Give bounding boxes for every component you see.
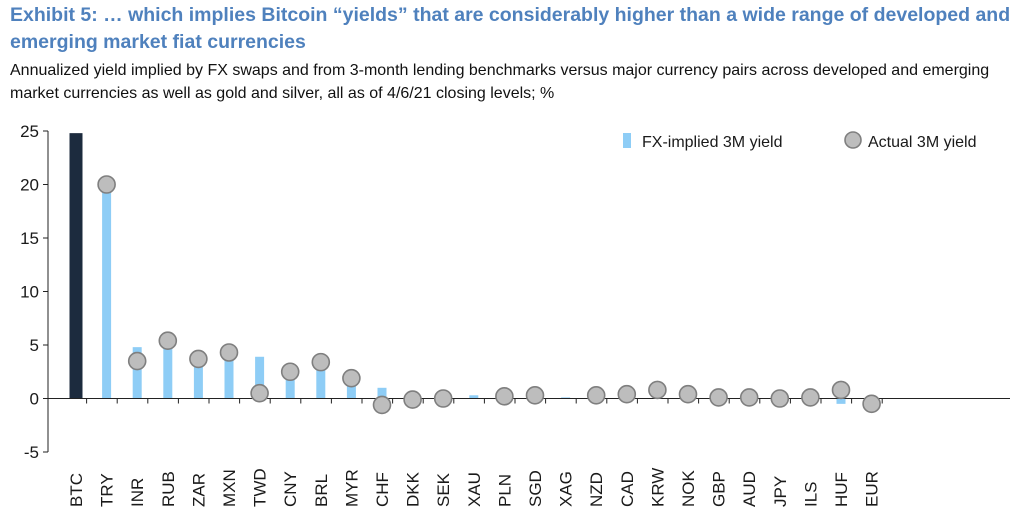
y-tick-label: 25 (20, 122, 39, 141)
x-tick-label: DKK (404, 471, 423, 507)
x-tick-label: EUR (863, 471, 882, 507)
bar-rub (163, 346, 173, 399)
marker-sgd (525, 385, 545, 405)
marker-jpy (770, 389, 790, 408)
marker-twd (250, 383, 269, 403)
x-tick-label: CHF (373, 472, 392, 507)
x-tick-label: KRW (648, 468, 667, 507)
y-tick-label: 15 (20, 229, 39, 248)
bar-btc (69, 133, 83, 399)
x-tick-label: NOK (679, 470, 698, 508)
x-tick-label: INR (128, 478, 147, 507)
bar-twd (255, 356, 265, 399)
chart-title: Exhibit 5: … which implies Bitcoin “yiel… (10, 4, 1011, 53)
markers-group (97, 175, 881, 415)
bar-chf (377, 387, 387, 399)
x-tick-label: RUB (159, 471, 178, 507)
bar-huf (836, 398, 846, 404)
marker-chf (372, 395, 392, 415)
marker-sek (433, 389, 453, 408)
x-tick-label: GBP (710, 471, 729, 507)
bar-mxn (224, 355, 234, 399)
y-tick-label: 10 (20, 283, 39, 302)
y-axis: -5 0 5 10 15 20 25 (20, 122, 49, 462)
y-tick-label: 5 (30, 336, 39, 355)
x-tick-label: TWD (251, 468, 270, 507)
chart-subtitle: Annualized yield implied by FX swaps and… (10, 62, 990, 102)
bar-xau (469, 395, 479, 399)
marker-eur (862, 394, 881, 414)
legend: FX-implied 3M yield Actual 3M yield (623, 131, 977, 151)
x-tick-label: SGD (526, 470, 545, 507)
x-tick-label: MXN (220, 469, 239, 507)
bar-myr (346, 383, 356, 399)
x-tick-label: CAD (618, 471, 637, 507)
marker-zar (189, 349, 208, 369)
x-tick-label: AUD (740, 471, 759, 507)
x-tick-label: TRY (98, 473, 117, 507)
x-tick-label: BTC (67, 473, 86, 507)
marker-myr (342, 368, 361, 388)
marker-ils (801, 388, 820, 407)
marker-dkk (403, 390, 422, 409)
x-axis: BTC TRY INR RUB ZAR MXN TWD CNY BRL MYR CHF DKK SEK X… (48, 398, 1010, 508)
x-tick-label: ILS (801, 481, 820, 507)
marker-nzd (586, 385, 606, 405)
bar-cny (285, 379, 295, 399)
y-tick-label: -5 (24, 443, 39, 462)
legend-dot-swatch (844, 131, 862, 149)
x-tick-label: ZAR (189, 473, 208, 507)
x-tick-label: BRL (312, 474, 331, 507)
marker-rub (158, 331, 178, 351)
marker-inr (127, 351, 147, 371)
x-tick-label: HUF (832, 472, 851, 507)
marker-aud (739, 388, 759, 407)
x-tick-label: XAG (557, 471, 576, 507)
marker-nok (678, 384, 698, 404)
y-tick-label: 20 (20, 176, 39, 195)
bar-zar (193, 364, 203, 399)
x-tick-label: SEK (434, 472, 453, 507)
marker-pln (495, 387, 514, 406)
x-tick-label: XAU (465, 472, 484, 507)
x-tick-label: PLN (495, 474, 514, 507)
bar-try (102, 188, 112, 399)
marker-mxn (219, 343, 239, 362)
marker-krw (648, 380, 667, 400)
marker-gbp (709, 388, 728, 407)
bar-inr (132, 347, 142, 399)
bar-brl (316, 363, 326, 399)
x-tick-label: JPY (771, 476, 790, 507)
bar-xag (561, 397, 571, 399)
legend-bar-swatch (623, 133, 631, 148)
marker-huf (831, 380, 851, 400)
marker-try (97, 175, 116, 194)
marker-brl (311, 352, 331, 372)
x-tick-label: MYR (342, 469, 361, 507)
marker-cny (280, 362, 300, 382)
y-tick-label: 0 (30, 390, 39, 409)
x-tick-label: CNY (281, 471, 300, 507)
legend-bar-label: FX-implied 3M yield (642, 134, 782, 151)
marker-cad (617, 384, 637, 404)
x-tick-label: NZD (587, 472, 606, 507)
legend-dot-label: Actual 3M yield (868, 134, 977, 151)
